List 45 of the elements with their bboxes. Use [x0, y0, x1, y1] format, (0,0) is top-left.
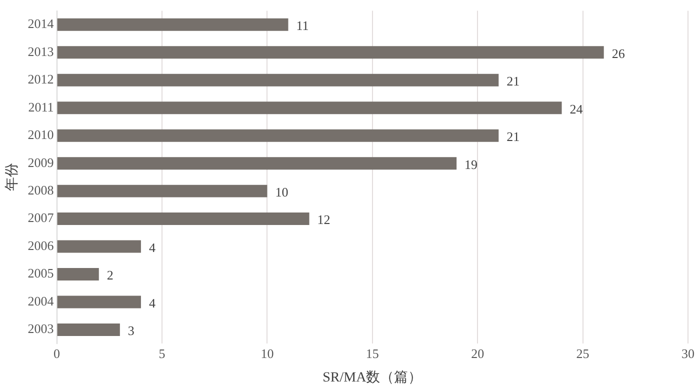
y-tick-label: 2005 [28, 266, 54, 281]
x-tick-label: 5 [158, 346, 166, 361]
x-tick-label: 15 [366, 346, 379, 361]
data-label: 2 [106, 268, 114, 283]
y-tick-label: 2008 [28, 182, 54, 198]
x-tick-label: 20 [471, 346, 484, 361]
data-label: 19 [464, 156, 478, 172]
bar [57, 129, 499, 142]
bar [57, 46, 604, 59]
data-label: 21 [506, 74, 520, 89]
y-axis-title: 年份 [4, 163, 20, 192]
y-tick-label: 2009 [28, 154, 54, 170]
bar [57, 18, 288, 31]
bar [57, 212, 310, 226]
y-tick-label: 2012 [28, 72, 54, 87]
bar [57, 74, 499, 86]
bar [57, 240, 141, 253]
x-tick-label: 10 [260, 346, 274, 361]
y-tick-label: 2011 [28, 99, 54, 114]
data-label: 10 [275, 184, 288, 200]
data-label: 4 [148, 295, 156, 310]
y-tick-label: 2007 [28, 210, 54, 226]
data-label: 26 [612, 46, 626, 61]
data-label: 24 [570, 101, 584, 116]
data-label: 4 [148, 240, 156, 255]
x-axis-title: SR/MA数（篇） [322, 369, 422, 386]
y-tick-label: 2006 [28, 238, 54, 253]
bar [57, 268, 99, 281]
y-tick-label: 2004 [28, 293, 54, 308]
bar [57, 102, 562, 114]
bar [57, 323, 120, 336]
data-label: 11 [296, 18, 309, 34]
data-label: 21 [506, 129, 520, 144]
x-tick-label: 30 [682, 346, 694, 361]
y-tick-label: 2003 [28, 321, 54, 336]
bar [57, 296, 141, 308]
bar [57, 184, 268, 198]
x-tick-label: 25 [576, 346, 590, 361]
data-label: 3 [128, 323, 134, 338]
bar [57, 157, 457, 170]
y-tick-label: 2013 [28, 44, 54, 59]
x-tick-label: 0 [54, 346, 60, 361]
y-tick-label: 2014 [28, 16, 54, 32]
y-tick-label: 2010 [28, 127, 54, 142]
data-label: 12 [317, 212, 330, 228]
